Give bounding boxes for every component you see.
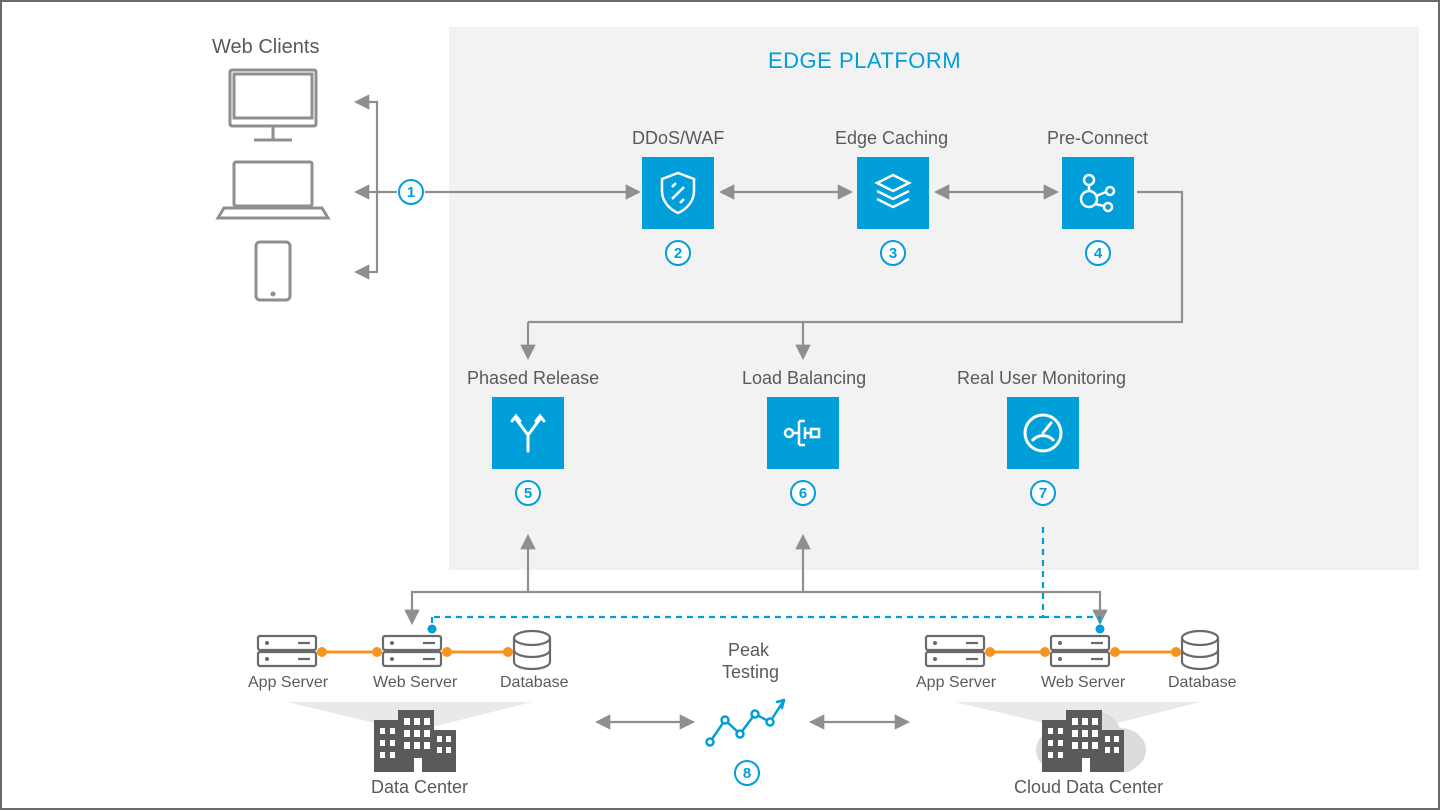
tile-rum	[1007, 397, 1079, 469]
label-rum: Real User Monitoring	[957, 368, 1126, 389]
shield-icon	[654, 169, 702, 217]
badge-4: 4	[1085, 240, 1111, 266]
tile-preconnect	[1062, 157, 1134, 229]
web-clients-icons	[218, 70, 328, 300]
tile-ddos	[642, 157, 714, 229]
label-cloud-dc: Cloud Data Center	[1014, 777, 1163, 798]
badge-3: 3	[880, 240, 906, 266]
nodes-icon	[1074, 169, 1122, 217]
peak-testing-icon	[707, 700, 785, 746]
badge-7: 7	[1030, 480, 1056, 506]
tile-lb	[767, 397, 839, 469]
database-icon	[514, 631, 550, 669]
tile-phased	[492, 397, 564, 469]
dc-right-servers	[926, 631, 1218, 669]
rum-dot-left	[428, 625, 437, 634]
label-web-server-l: Web Server	[373, 674, 457, 692]
label-peak-1: Peak	[728, 640, 769, 661]
web-clients-bracket	[357, 102, 397, 272]
database-icon-right	[1182, 631, 1218, 669]
label-app-server-r: App Server	[916, 674, 996, 692]
label-load-balancing: Load Balancing	[742, 368, 866, 389]
label-ddos: DDoS/WAF	[632, 128, 724, 149]
label-web-clients: Web Clients	[212, 36, 319, 59]
layers-icon	[869, 169, 917, 217]
badge-8: 8	[734, 760, 760, 786]
rum-dot-right	[1096, 625, 1105, 634]
laptop-icon	[218, 162, 328, 218]
label-phased-release: Phased Release	[467, 368, 599, 389]
badge-5: 5	[515, 480, 541, 506]
load-balance-icon	[779, 409, 827, 457]
label-database-r: Database	[1168, 674, 1237, 692]
dc-left-servers	[258, 631, 550, 669]
tile-cache	[857, 157, 929, 229]
phone-icon	[256, 242, 290, 300]
badge-6: 6	[790, 480, 816, 506]
label-data-center: Data Center	[371, 777, 468, 798]
label-edge-caching: Edge Caching	[835, 128, 948, 149]
gauge-icon	[1019, 409, 1067, 457]
conn-rum-dashed-left	[432, 527, 1043, 617]
label-platform-title: EDGE PLATFORM	[768, 48, 961, 74]
label-peak-2: Testing	[722, 662, 779, 683]
badge-1: 1	[398, 179, 424, 205]
label-pre-connect: Pre-Connect	[1047, 128, 1148, 149]
label-web-server-r: Web Server	[1041, 674, 1125, 692]
desktop-icon	[230, 70, 316, 140]
label-database-l: Database	[500, 674, 569, 692]
label-app-server-l: App Server	[248, 674, 328, 692]
split-icon	[504, 409, 552, 457]
badge-2: 2	[665, 240, 691, 266]
